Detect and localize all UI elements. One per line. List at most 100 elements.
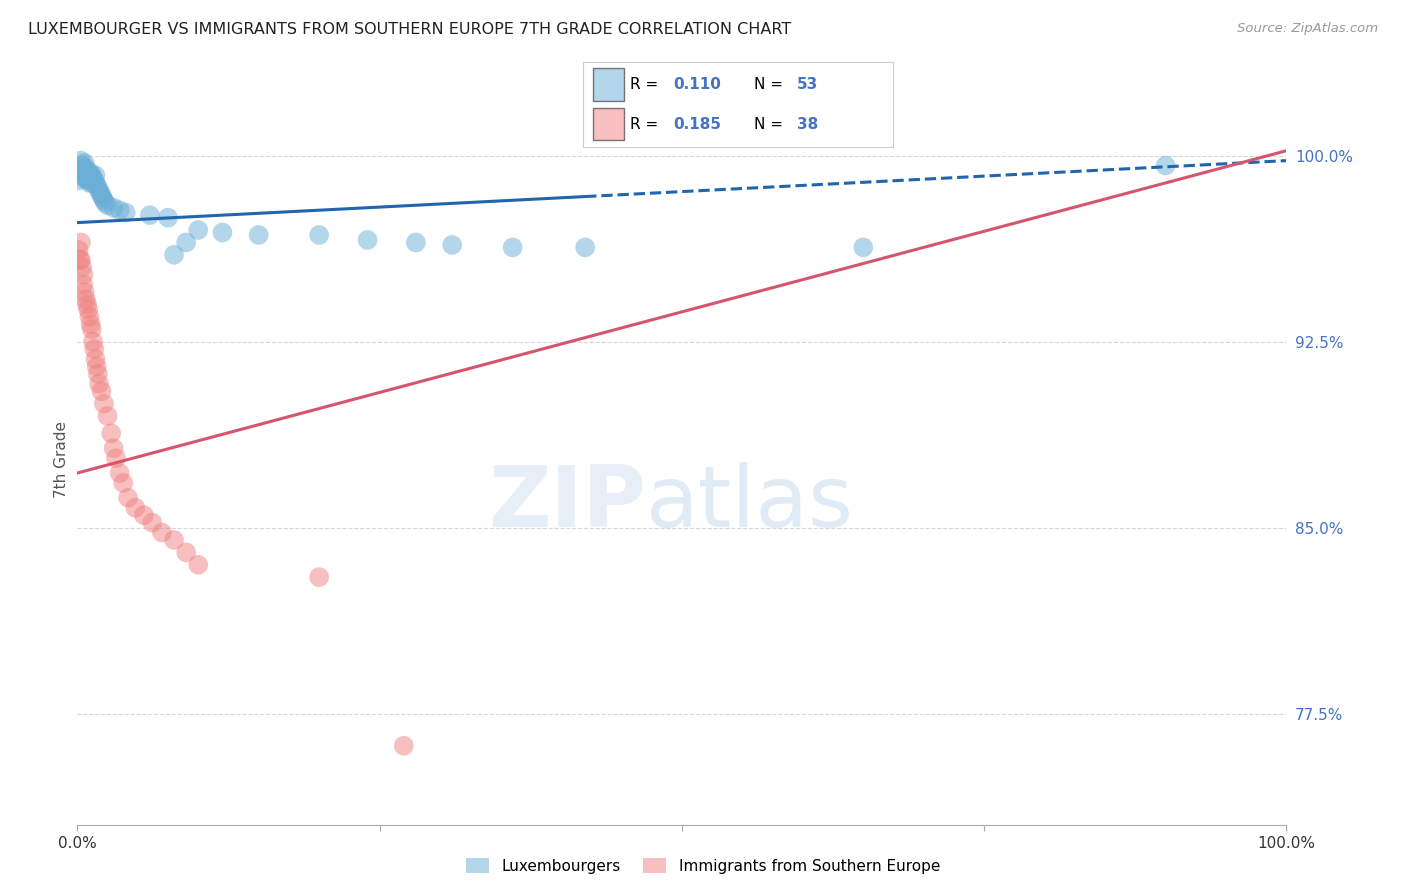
Point (70, 159, 93, 173)
Point (124, 500, 146, 515)
Point (76, 297, 98, 311)
Legend: Luxembourgers, Immigrants from Southern Europe: Luxembourgers, Immigrants from Southern … (460, 852, 946, 880)
Point (87, 183, 110, 197)
Point (211, 226, 233, 240)
Point (70, 260, 93, 275)
Point (392, 739, 415, 753)
Point (308, 570, 330, 584)
Point (163, 248, 186, 262)
Point (441, 238, 464, 252)
Point (150, 525, 173, 540)
Point (502, 240, 524, 254)
Point (79, 176, 101, 190)
Point (187, 558, 209, 572)
Text: R =: R = (630, 117, 664, 132)
Point (75, 293, 97, 307)
Point (79, 173, 101, 187)
Point (157, 211, 180, 225)
Text: 0.185: 0.185 (673, 117, 721, 132)
Point (73, 156, 96, 170)
Text: atlas: atlas (645, 462, 853, 545)
Point (73, 166, 96, 180)
Point (132, 508, 155, 523)
Text: N =: N = (754, 77, 787, 92)
Point (70, 153, 93, 168)
Point (83, 342, 105, 356)
Text: N =: N = (754, 117, 787, 132)
Point (69, 161, 91, 175)
Point (90, 188, 112, 202)
Point (82, 171, 104, 186)
Point (79, 166, 101, 180)
Point (174, 235, 197, 250)
Point (84, 169, 107, 183)
Point (76, 171, 98, 186)
Point (114, 205, 136, 219)
Point (72, 277, 94, 292)
Point (72, 163, 94, 178)
Point (112, 475, 135, 490)
Point (141, 516, 163, 530)
Point (93, 396, 115, 410)
Point (80, 176, 103, 190)
Text: 0.110: 0.110 (673, 77, 721, 92)
Point (70, 166, 93, 180)
Point (89, 186, 111, 200)
Point (84, 351, 107, 366)
Point (108, 203, 131, 218)
Point (174, 545, 197, 559)
Point (87, 376, 110, 391)
Point (308, 227, 330, 242)
Text: 53: 53 (797, 77, 818, 92)
Point (76, 163, 98, 178)
Point (93, 194, 115, 208)
Point (96, 198, 118, 212)
Point (70, 169, 93, 183)
Point (79, 169, 101, 183)
Point (94, 195, 117, 210)
Point (103, 201, 125, 215)
Point (90, 384, 112, 399)
Point (852, 240, 875, 254)
Point (96, 409, 118, 423)
Point (1154, 159, 1177, 173)
Point (80, 169, 103, 183)
Point (79, 310, 101, 324)
Point (67, 173, 90, 187)
Point (77, 302, 100, 317)
Point (75, 169, 97, 183)
Text: ZIP: ZIP (488, 462, 645, 545)
Point (103, 441, 125, 455)
Point (82, 334, 104, 349)
Point (86, 178, 108, 193)
Point (187, 223, 209, 237)
Point (163, 533, 186, 547)
FancyBboxPatch shape (593, 108, 624, 140)
Point (67, 243, 90, 257)
Point (100, 426, 122, 441)
Text: R =: R = (630, 77, 664, 92)
Point (86, 359, 108, 374)
Point (70, 235, 93, 250)
Text: Source: ZipAtlas.com: Source: ZipAtlas.com (1237, 22, 1378, 36)
Text: LUXEMBOURGER VS IMMIGRANTS FROM SOUTHERN EUROPE 7TH GRADE CORRELATION CHART: LUXEMBOURGER VS IMMIGRANTS FROM SOUTHERN… (28, 22, 792, 37)
Point (139, 208, 162, 222)
Point (105, 451, 128, 466)
Text: 38: 38 (797, 117, 818, 132)
Point (70, 252, 93, 267)
Point (108, 466, 131, 480)
Point (405, 235, 427, 250)
Point (356, 233, 378, 247)
Point (77, 173, 100, 187)
Point (574, 240, 596, 254)
Y-axis label: 7th Grade: 7th Grade (53, 421, 69, 498)
Point (247, 227, 270, 242)
Point (73, 285, 96, 299)
Point (72, 171, 94, 186)
Point (77, 166, 100, 180)
Point (75, 161, 97, 175)
Point (72, 268, 94, 282)
Point (84, 176, 107, 190)
Point (79, 318, 101, 332)
FancyBboxPatch shape (593, 69, 624, 101)
